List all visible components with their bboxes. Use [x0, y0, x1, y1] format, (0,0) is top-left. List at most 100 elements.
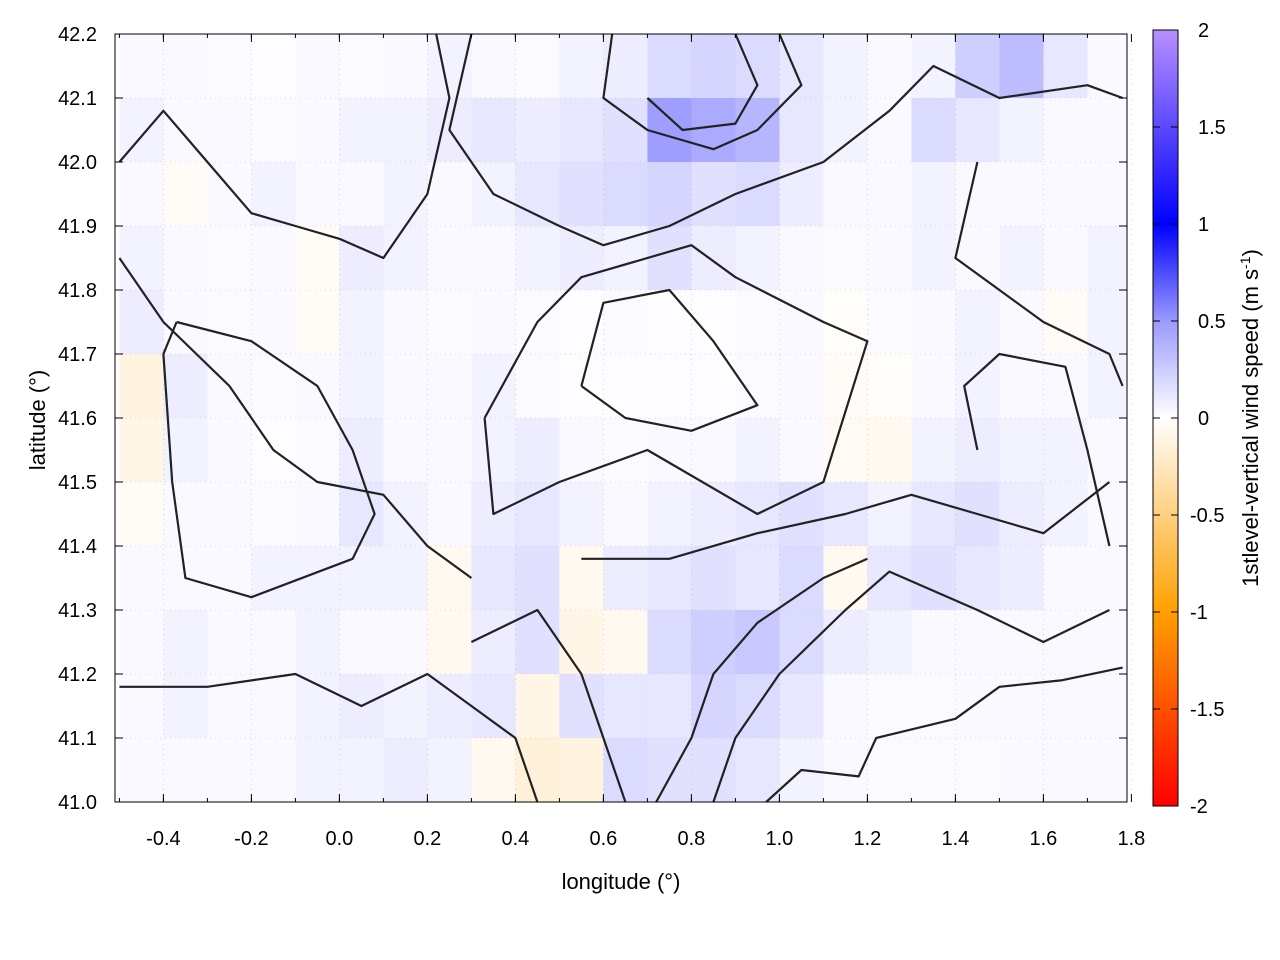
y-tick-label: 41.7: [58, 344, 97, 366]
heatmap-cell: [559, 34, 604, 99]
heatmap-cell: [735, 290, 780, 355]
heatmap-cell: [295, 162, 340, 227]
heatmap-cell: [1043, 226, 1088, 291]
heatmap-cell: [427, 354, 472, 419]
heatmap-cell: [207, 290, 252, 355]
heatmap-cell: [779, 226, 824, 291]
heatmap-cell: [911, 226, 956, 291]
heatmap-cell: [779, 674, 824, 739]
x-tick-label: 0.2: [413, 828, 441, 850]
heatmap-cell: [295, 610, 340, 675]
heatmap-cell: [999, 98, 1044, 163]
contour-line: [580, 288, 759, 432]
heatmap-cell: [383, 546, 428, 611]
contour-line: [655, 557, 868, 802]
heatmap-cell: [999, 738, 1044, 802]
y-tick-label: 41.2: [58, 664, 97, 686]
heatmap-cell: [691, 610, 736, 675]
heatmap-cell: [559, 738, 604, 802]
heatmap-cell: [735, 546, 780, 611]
heatmap-cell: [779, 162, 824, 227]
heatmap-cell: [515, 546, 560, 611]
heatmap-cell: [603, 354, 648, 419]
heatmap-cell: [515, 354, 560, 419]
heatmap-cell: [339, 34, 384, 99]
heatmap-cell: [119, 162, 164, 227]
heatmap-cell: [427, 226, 472, 291]
heatmap-cell: [163, 34, 208, 99]
contour-line: [119, 672, 539, 802]
heatmap-cell: [471, 418, 516, 483]
heatmap-cell: [1043, 674, 1088, 739]
contour-line: [646, 34, 759, 132]
colorbar-tick-label: 0.5: [1198, 311, 1226, 333]
heatmap-cell: [647, 226, 692, 291]
heatmap-cell: [251, 354, 296, 419]
heatmap-cell: [119, 674, 164, 739]
heatmap-cell: [515, 34, 560, 99]
heatmap-cell: [251, 674, 296, 739]
heatmap-cell: [603, 418, 648, 483]
contour-line: [470, 608, 627, 802]
heatmap-cell: [603, 674, 648, 739]
heatmap-cell: [119, 546, 164, 611]
heatmap-cell: [867, 226, 912, 291]
heatmap-cell: [647, 162, 692, 227]
heatmap-cell: [647, 610, 692, 675]
heatmap-cell: [691, 226, 736, 291]
y-tick-label: 42.0: [58, 152, 97, 174]
heatmap-cell: [647, 354, 692, 419]
y-tick-label: 41.5: [58, 472, 97, 494]
heatmap-cell: [955, 162, 1000, 227]
colorbar-tick-label: 2: [1198, 20, 1209, 42]
heatmap-cell: [559, 610, 604, 675]
heatmap-cell: [999, 34, 1044, 99]
heatmap-cell: [955, 34, 1000, 99]
heatmap-cell: [207, 546, 252, 611]
x-tick-label: 0.0: [325, 828, 353, 850]
heatmap-cell: [471, 354, 516, 419]
heatmap-cell: [339, 162, 384, 227]
heatmap-cell: [295, 482, 340, 547]
heatmap-cell: [383, 482, 428, 547]
heatmap-cell: [867, 34, 912, 99]
heatmap-cell: [471, 290, 516, 355]
heatmap-cell: [735, 162, 780, 227]
colorbar-tick-label: 1: [1198, 214, 1209, 236]
heatmap-cell: [471, 674, 516, 739]
heatmap-cell: [691, 34, 736, 99]
colorbar-tick-label: -1.5: [1190, 699, 1224, 721]
heatmap-cell: [1043, 418, 1088, 483]
heatmap-cell: [207, 610, 252, 675]
heatmap-cell: [779, 98, 824, 163]
y-tick-label: 41.6: [58, 408, 97, 430]
heatmap-cell: [691, 738, 736, 802]
heatmap-cell: [779, 418, 824, 483]
heatmap-cell: [823, 674, 868, 739]
contour-line: [963, 352, 1111, 547]
colorbar-tick-label: -1: [1190, 602, 1208, 624]
x-tick-label: -0.4: [146, 828, 180, 850]
heatmap-cell: [383, 354, 428, 419]
heatmap-cell: [339, 418, 384, 483]
heatmap-cell: [867, 98, 912, 163]
heatmap-cell: [163, 738, 208, 802]
heatmap-cell: [163, 226, 208, 291]
heatmap-cell: [427, 34, 472, 99]
heatmap-cell: [251, 98, 296, 163]
y-tick-label: 41.1: [58, 728, 97, 750]
heatmap-cell: [471, 546, 516, 611]
contour-line: [483, 244, 869, 516]
heatmap-cell: [339, 290, 384, 355]
heatmap-cell: [911, 738, 956, 802]
heatmap-cell: [691, 290, 736, 355]
heatmap-cell: [1087, 34, 1127, 99]
heatmap-cell: [251, 482, 296, 547]
heatmap-cell: [867, 674, 912, 739]
heatmap-cell: [427, 418, 472, 483]
heatmap-cell: [163, 674, 208, 739]
heatmap-cell: [779, 34, 824, 99]
heatmap-cell: [867, 610, 912, 675]
heatmap-cell: [999, 546, 1044, 611]
heatmap-cell: [823, 226, 868, 291]
